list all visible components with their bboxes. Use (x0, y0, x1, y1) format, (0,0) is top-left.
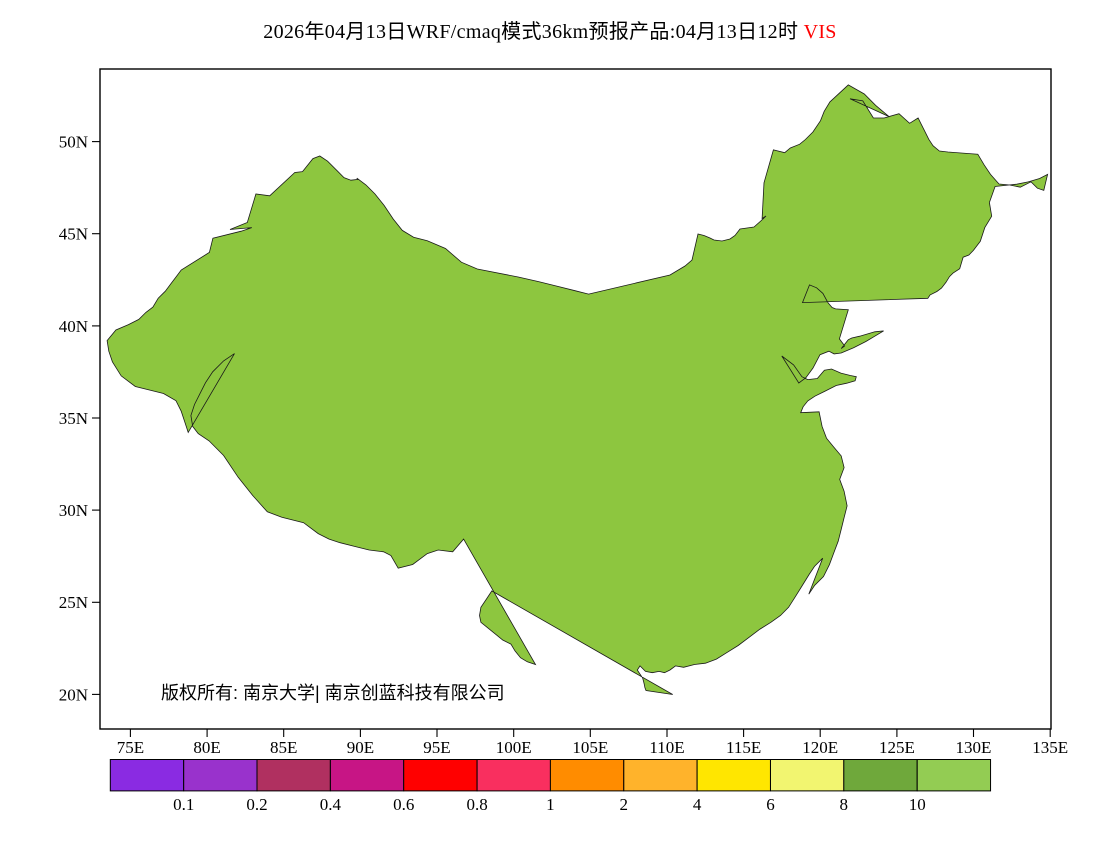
svg-text:130E: 130E (956, 738, 992, 757)
svg-text:8: 8 (840, 795, 849, 814)
svg-text:0.2: 0.2 (246, 795, 267, 814)
svg-text:135E: 135E (1032, 738, 1068, 757)
svg-text:105E: 105E (572, 738, 608, 757)
svg-text:2: 2 (620, 795, 629, 814)
svg-text:1: 1 (546, 795, 555, 814)
svg-text:80E: 80E (193, 738, 220, 757)
svg-text:75E: 75E (117, 738, 144, 757)
svg-text:35N: 35N (59, 409, 88, 428)
svg-text:120E: 120E (802, 738, 838, 757)
svg-text:0.4: 0.4 (320, 795, 342, 814)
svg-text:115E: 115E (726, 738, 761, 757)
svg-text:30N: 30N (59, 501, 88, 520)
svg-text:0.6: 0.6 (393, 795, 414, 814)
svg-text:6: 6 (766, 795, 775, 814)
svg-text:10: 10 (909, 795, 926, 814)
svg-text:版权所有: 南京大学| 南京创蓝科技有限公司: 版权所有: 南京大学| 南京创蓝科技有限公司 (161, 683, 505, 703)
svg-text:40N: 40N (59, 317, 88, 336)
svg-text:45N: 45N (59, 225, 88, 244)
svg-text:4: 4 (693, 795, 702, 814)
svg-text:85E: 85E (270, 738, 297, 757)
svg-text:20N: 20N (59, 685, 88, 704)
svg-text:95E: 95E (423, 738, 450, 757)
svg-text:90E: 90E (347, 738, 374, 757)
svg-text:110E: 110E (649, 738, 684, 757)
svg-text:25N: 25N (59, 593, 88, 612)
svg-text:0.8: 0.8 (466, 795, 487, 814)
svg-text:100E: 100E (496, 738, 532, 757)
svg-text:0.1: 0.1 (173, 795, 194, 814)
svg-text:125E: 125E (879, 738, 915, 757)
svg-text:50N: 50N (59, 133, 88, 152)
